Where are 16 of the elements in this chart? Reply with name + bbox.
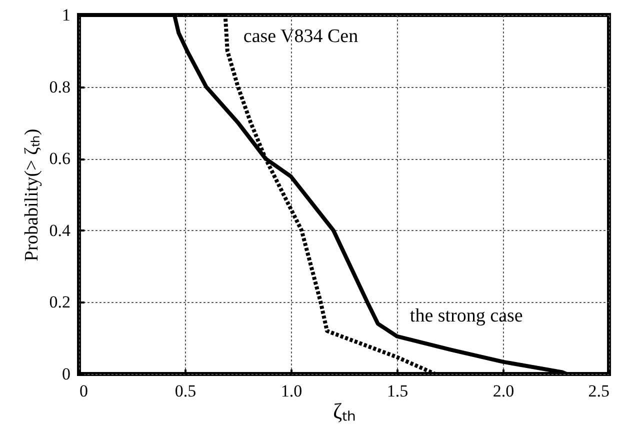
y-tick-label: 0.8	[49, 77, 70, 96]
y-axis-title: Probability(> ζₜₕ)	[21, 128, 42, 262]
x-tick-label: 2.0	[492, 382, 514, 400]
y-tick-label: 0.4	[49, 220, 71, 240]
x-tick-label: 2.5	[588, 382, 610, 400]
x-tick-label: 1.5	[386, 382, 408, 400]
y-tick-label: 0.2	[49, 292, 70, 312]
x-tick-label: 0	[80, 382, 88, 400]
series-label: the strong case	[410, 306, 523, 327]
y-tick-label: 0	[62, 364, 70, 384]
x-tick-label: 0.5	[174, 382, 196, 400]
y-tick-label: 0.6	[49, 149, 70, 168]
x-axis-title: ζₜₕ	[332, 398, 356, 424]
x-tick-label: 1.0	[280, 382, 302, 400]
y-tick-label: 1	[62, 6, 70, 24]
series-label: case V834 Cen	[243, 26, 359, 47]
